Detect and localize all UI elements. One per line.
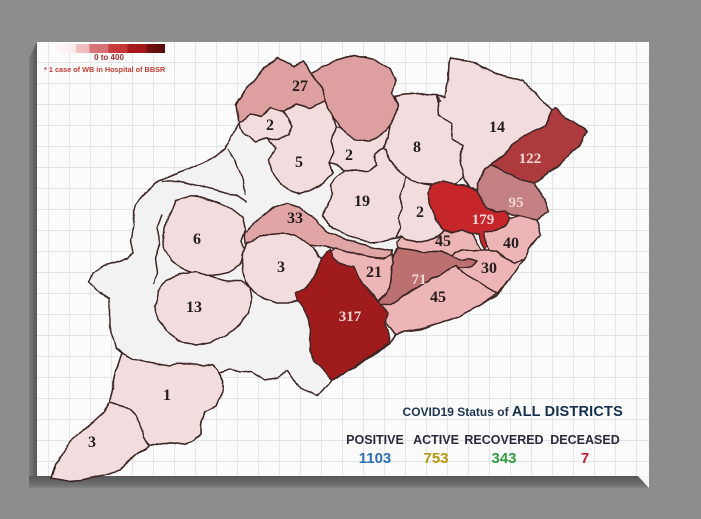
svg-text:40: 40 — [503, 235, 519, 252]
svg-text:95: 95 — [509, 195, 524, 211]
svg-text:27: 27 — [292, 78, 308, 95]
svg-text:6: 6 — [193, 231, 201, 248]
svg-text:3: 3 — [88, 434, 96, 451]
svg-text:5: 5 — [295, 154, 303, 171]
svg-text:2: 2 — [416, 204, 424, 221]
svg-text:33: 33 — [287, 210, 303, 227]
svg-text:30: 30 — [481, 260, 497, 277]
svg-text:13: 13 — [186, 299, 202, 316]
svg-text:179: 179 — [472, 212, 495, 228]
svg-text:3: 3 — [277, 259, 285, 276]
svg-text:1: 1 — [163, 387, 171, 404]
svg-text:21: 21 — [366, 264, 382, 281]
svg-text:14: 14 — [489, 119, 505, 136]
svg-text:8: 8 — [413, 139, 421, 156]
svg-text:45: 45 — [430, 289, 446, 306]
svg-text:45: 45 — [435, 233, 451, 250]
svg-text:2: 2 — [266, 117, 274, 134]
svg-text:19: 19 — [354, 193, 370, 210]
svg-text:2: 2 — [345, 147, 353, 164]
svg-text:71: 71 — [412, 272, 427, 288]
svg-text:317: 317 — [339, 309, 362, 325]
svg-text:122: 122 — [519, 151, 542, 167]
